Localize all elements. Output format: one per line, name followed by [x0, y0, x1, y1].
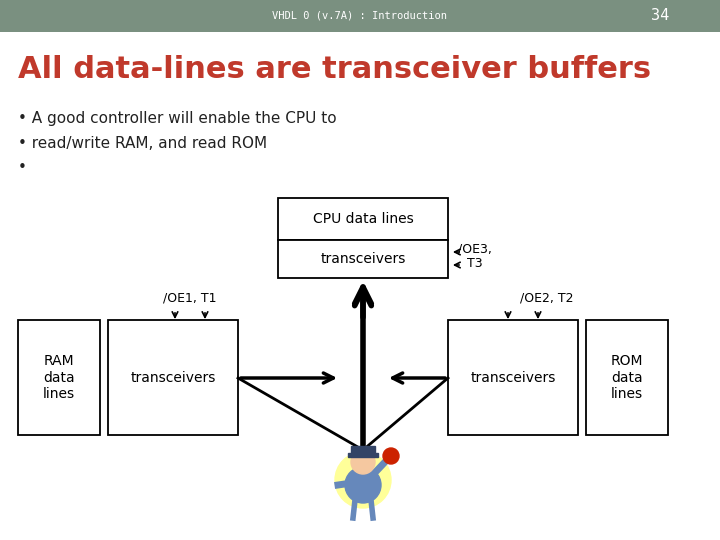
- Text: CPU data lines: CPU data lines: [312, 212, 413, 226]
- Bar: [18, 320, 100, 435]
- Text: VHDL 0 (v.7A) : Introduction: VHDL 0 (v.7A) : Introduction: [272, 11, 448, 21]
- Text: RAM
data
lines: RAM data lines: [43, 354, 75, 401]
- Bar: [351, 446, 375, 454]
- Circle shape: [345, 467, 381, 503]
- Text: transceivers: transceivers: [320, 252, 405, 266]
- Text: /OE3,
T3: /OE3, T3: [458, 242, 492, 270]
- Text: transceivers: transceivers: [470, 370, 556, 384]
- Bar: [108, 320, 238, 435]
- Text: All data-lines are transceiver buffers: All data-lines are transceiver buffers: [18, 56, 651, 84]
- Text: transceivers: transceivers: [130, 370, 216, 384]
- Text: • A good controller will enable the CPU to: • A good controller will enable the CPU …: [18, 111, 337, 125]
- Bar: [586, 320, 668, 435]
- Text: •: •: [18, 160, 27, 176]
- Bar: [278, 198, 448, 240]
- Text: 34: 34: [651, 9, 669, 24]
- Bar: [0, 0, 720, 32]
- Text: ROM
data
lines: ROM data lines: [611, 354, 643, 401]
- Text: /OE2, T2: /OE2, T2: [520, 292, 574, 305]
- Bar: [448, 320, 578, 435]
- Text: /OE1, T1: /OE1, T1: [163, 292, 217, 305]
- Circle shape: [383, 448, 399, 464]
- Bar: [278, 240, 448, 278]
- Bar: [348, 453, 378, 457]
- Text: • read/write RAM, and read ROM: • read/write RAM, and read ROM: [18, 136, 267, 151]
- Circle shape: [335, 452, 391, 508]
- Circle shape: [351, 450, 375, 474]
